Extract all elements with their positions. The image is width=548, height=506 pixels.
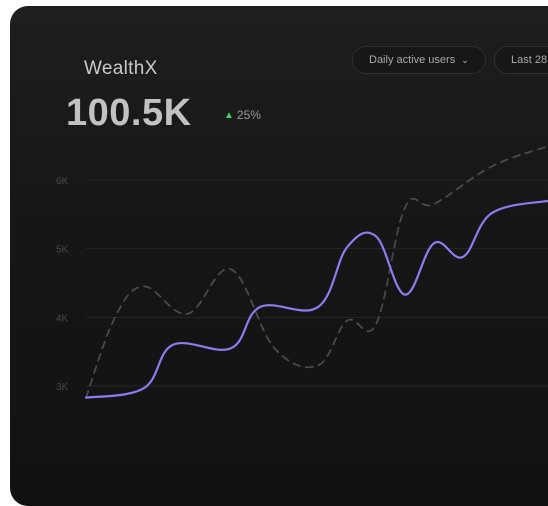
metric-value: 100.5K: [66, 92, 192, 134]
y-tick-label: 3K: [56, 382, 69, 393]
delta-badge: ▲ 25%: [216, 103, 269, 127]
y-tick-label: 5K: [56, 245, 69, 256]
brand-name: WealthX: [84, 58, 158, 79]
range-select[interactable]: Last 28: [494, 46, 548, 74]
range-select-label: Last 28: [511, 54, 548, 66]
trend-up-icon: ▲: [224, 109, 234, 121]
analytics-card: WealthX 100.5K ▲ 25% Daily active users …: [10, 6, 548, 506]
metric-select[interactable]: Daily active users ⌄: [352, 46, 486, 74]
series-line-current: [84, 199, 548, 399]
series-line-previous: [85, 145, 548, 399]
delta-value: 25%: [236, 108, 261, 122]
line-chart: 6K 5K 4K 3K: [56, 145, 548, 399]
y-tick-label: 6K: [56, 176, 69, 187]
metric-select-label: Daily active users: [369, 54, 456, 66]
y-tick-label: 4K: [56, 313, 69, 324]
chevron-down-icon: ⌄: [461, 54, 469, 65]
